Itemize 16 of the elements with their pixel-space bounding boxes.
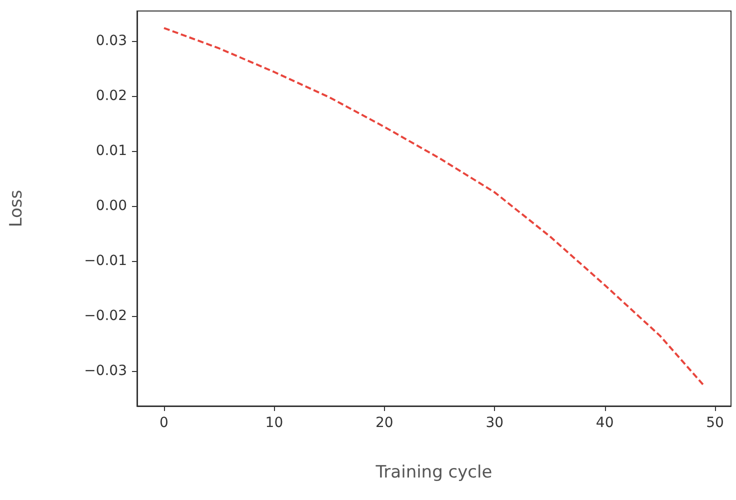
x-tick-label: 20 bbox=[375, 415, 394, 431]
x-tick-label: 30 bbox=[486, 415, 504, 431]
x-tick-label: 50 bbox=[706, 415, 724, 431]
y-tick-label: −0.01 bbox=[84, 252, 127, 269]
x-tick-label: 0 bbox=[160, 415, 168, 431]
y-tick-label: 0.01 bbox=[96, 143, 127, 160]
x-tick-label: 40 bbox=[596, 415, 614, 431]
y-tick-label: −0.02 bbox=[84, 308, 127, 324]
x-tick-label: 10 bbox=[265, 415, 284, 431]
y-axis-title: Loss bbox=[6, 190, 26, 228]
y-tick-label: 0.03 bbox=[96, 33, 127, 50]
y-tick-label: 0.02 bbox=[96, 88, 127, 104]
x-axis-title: Training cycle bbox=[374, 462, 492, 482]
line-series bbox=[163, 27, 705, 387]
y-tick-label: 0.00 bbox=[96, 198, 127, 214]
y-tick-label: −0.03 bbox=[84, 362, 127, 379]
